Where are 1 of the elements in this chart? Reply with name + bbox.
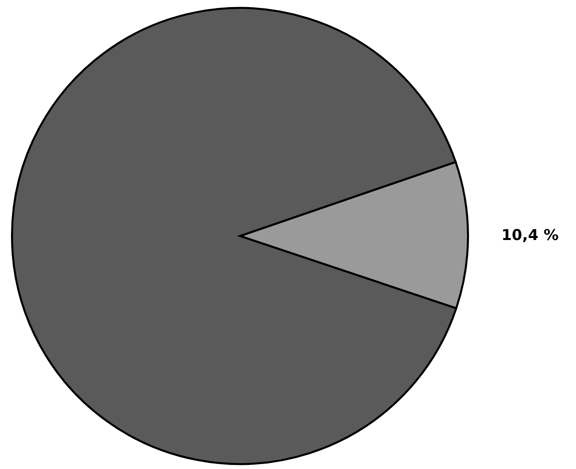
data-label: 10,4 % (501, 226, 559, 244)
